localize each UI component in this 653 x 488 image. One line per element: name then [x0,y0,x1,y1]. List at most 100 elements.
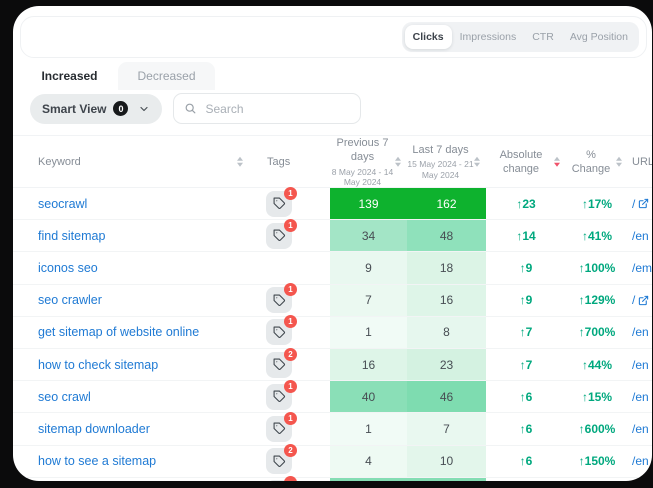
tag-button[interactable]: 1 [266,223,292,249]
sort-icon-keyword[interactable] [237,157,243,168]
metric-segmented-control: Clicks Impressions CTR Avg Position [402,22,639,52]
percent-change: ↑129% [579,293,616,307]
absolute-change: ↑6 [520,390,533,404]
tags-cell: 1 [253,317,330,348]
direction-tabs: Increased Decreased [21,62,215,90]
metric-tab-clicks[interactable]: Clicks [405,25,452,49]
absolute-change: ↑7 [520,358,533,372]
column-header-url[interactable]: URL [628,156,652,168]
url-text: /en [632,422,649,436]
percent-change: ↑600% [579,422,616,436]
url-link[interactable]: /en [632,229,649,243]
tab-decreased[interactable]: Decreased [118,62,215,90]
prev-cell: 9 [330,252,407,283]
metric-tab-avg-position[interactable]: Avg Position [562,25,636,49]
chevron-down-icon [138,103,150,115]
last-cell: 46 [407,381,486,412]
external-link-icon [638,295,649,306]
metric-tab-ctr[interactable]: CTR [524,25,562,49]
column-header-last[interactable]: Last 7 days 15 May 2024 - 21 May 2024 [407,143,486,181]
table-row: sitemap downloader 1 1 7 ↑6 ↑600% /en [13,413,652,445]
absolute-change: ↑6 [520,454,533,468]
url-text: /en [632,454,649,468]
tags-cell [253,478,330,481]
tag-button[interactable]: 2 [266,448,292,474]
url-link[interactable]: / [632,197,649,211]
keyword-link[interactable]: find sitemap [38,229,105,243]
last-cell: 16 [407,285,486,316]
keyword-link[interactable]: how to see a sitemap [38,454,156,468]
sort-icon-last[interactable] [474,157,480,168]
keyword-link[interactable]: get sitemap of website online [38,325,199,339]
url-link[interactable]: /en [632,358,649,372]
tag-icon [273,197,286,210]
table-row: seo crawler 1 7 16 ↑9 ↑129% / [13,285,652,317]
percent-change: ↑44% [582,358,612,372]
url-text: /en [632,358,649,372]
sort-icon-previous[interactable] [395,157,401,168]
percent-change: ↑150% [579,454,616,468]
tag-icon [273,294,286,307]
search-input[interactable] [205,102,350,116]
prev-cell: 34 [330,220,407,251]
metric-tab-impressions[interactable]: Impressions [452,25,525,49]
absolute-change: ↑6 [520,422,533,436]
tag-button[interactable]: 1 [266,416,292,442]
prev-cell: 16 [330,349,407,380]
tag-button[interactable]: 1 [266,384,292,410]
prev-cell: 1 [330,317,407,348]
smart-view-dropdown[interactable]: Smart View 0 [30,94,162,124]
tab-increased[interactable]: Increased [21,62,118,90]
url-link[interactable]: /en [632,422,649,436]
keyword-cell: how to check sitemap [13,349,253,380]
table-row: how to check sitemap 2 16 23 ↑7 ↑44% /en [13,349,652,381]
filter-bar: Smart View 0 [30,93,361,124]
keyword-link[interactable]: iconos seo [38,261,98,275]
last-cell: 18 [407,252,486,283]
url-link[interactable]: /em [632,261,652,275]
absolute-change: ↑7 [520,325,533,339]
keyword-link[interactable]: seo crawler [38,293,102,307]
sort-icon-absolute-change[interactable] [554,157,560,168]
last-cell [407,478,486,481]
tag-count-badge: 2 [284,444,297,457]
url-link[interactable]: /en [632,390,649,404]
table-header-row: Keyword Tags Previous 7 days 8 May 2024 … [13,135,652,188]
table-row: get sitemap of website online 1 1 8 ↑7 ↑… [13,317,652,349]
column-header-keyword[interactable]: Keyword [13,156,253,168]
tag-count-badge: 1 [284,219,297,232]
tag-button[interactable] [266,480,292,481]
sort-icon-percent-change[interactable] [616,157,622,168]
top-toolbar: Clicks Impressions CTR Avg Position [20,16,647,58]
keyword-link[interactable]: seocrawl [38,197,87,211]
keyword-cell: find sitemap [13,220,253,251]
tag-button[interactable]: 1 [266,191,292,217]
url-text: /en [632,390,649,404]
tags-cell: 1 [253,285,330,316]
tags-cell [253,252,330,283]
percent-change: ↑17% [582,197,612,211]
url-link[interactable]: /en [632,454,649,468]
keyword-link[interactable]: seo crawl [38,390,91,404]
column-header-absolute-change[interactable]: Absolute change [486,148,566,177]
table-row: find sitemap 1 34 48 ↑14 ↑41% /en [13,220,652,252]
url-link[interactable]: / [632,293,649,307]
prev-cell: 7 [330,285,407,316]
tag-icon [273,422,286,435]
keyword-link[interactable]: how to check sitemap [38,358,158,372]
url-text: /en [632,325,649,339]
keyword-cell: get sitemap of website online [13,317,253,348]
tag-count-badge: 1 [284,412,297,425]
tag-button[interactable]: 1 [266,319,292,345]
url-link[interactable]: /en [632,325,649,339]
absolute-change: ↑9 [520,261,533,275]
last-cell: 10 [407,446,486,477]
tag-button[interactable]: 1 [266,287,292,313]
keyword-link[interactable]: sitemap downloader [38,422,150,436]
tag-button[interactable]: 2 [266,352,292,378]
tag-count-badge: 1 [284,315,297,328]
column-header-percent-change[interactable]: % Change [566,148,628,177]
page-background: { "metric_tabs": [ { "label": "Clicks", … [0,0,653,488]
last-cell: 23 [407,349,486,380]
column-header-previous[interactable]: Previous 7 days 8 May 2024 - 14 May 2024 [330,136,407,188]
